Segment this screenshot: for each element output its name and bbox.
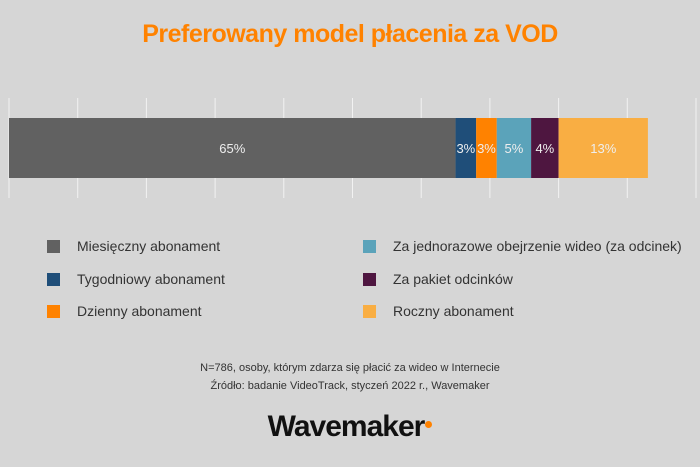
legend-item: Tygodniowy abonament: [47, 271, 225, 287]
legend-label: Miesięczny abonament: [77, 238, 221, 254]
legend-item: Miesięczny abonament: [47, 238, 220, 254]
legend-label: Dzienny abonament: [77, 303, 202, 319]
legend-item: Za pakiet odcinków: [363, 271, 513, 287]
data-label: 3%: [456, 141, 475, 156]
sample-note: N=786, osoby, którym zdarza się płacić z…: [200, 362, 500, 374]
bar-segment: [531, 118, 559, 178]
data-label: 3%: [477, 141, 496, 156]
data-label: 13%: [590, 141, 616, 156]
legend-label: Za jednorazowe obejrzenie wideo (za odci…: [393, 238, 682, 254]
logo-dot: [425, 421, 433, 428]
logo-text: Wavemaker: [267, 410, 426, 443]
legend-swatch: [47, 239, 60, 253]
data-label: 5%: [505, 141, 524, 156]
bar-segment: [476, 118, 497, 178]
legend-item: Za jednorazowe obejrzenie wideo (za odci…: [363, 238, 682, 254]
data-label: 4%: [535, 141, 554, 156]
legend-swatch: [363, 272, 376, 286]
bar-segment: [9, 118, 456, 178]
chart-title: Preferowany model płacenia za VOD: [142, 20, 558, 48]
source-note: Źródło: badanie VideoTrack, styczeń 2022…: [210, 380, 490, 392]
bar-segment: [455, 118, 477, 178]
bar-segment: [496, 118, 532, 178]
legend-swatch: [47, 272, 60, 286]
data-label: 65%: [219, 141, 245, 156]
bar-segment: [558, 118, 648, 178]
legend-label: Roczny abonament: [393, 303, 514, 319]
legend-item: Roczny abonament: [363, 303, 514, 319]
legend-swatch: [363, 239, 376, 253]
legend-swatch: [47, 304, 60, 318]
legend-swatch: [363, 304, 376, 318]
stacked-bar-chart: 65% 3% 3% 5% 4% 13%: [8, 98, 697, 198]
legend-label: Tygodniowy abonament: [77, 271, 225, 287]
legend-label: Za pakiet odcinków: [393, 271, 513, 287]
legend-item: Dzienny abonament: [47, 303, 202, 319]
wavemaker-logo: Wavemaker: [0, 410, 700, 444]
